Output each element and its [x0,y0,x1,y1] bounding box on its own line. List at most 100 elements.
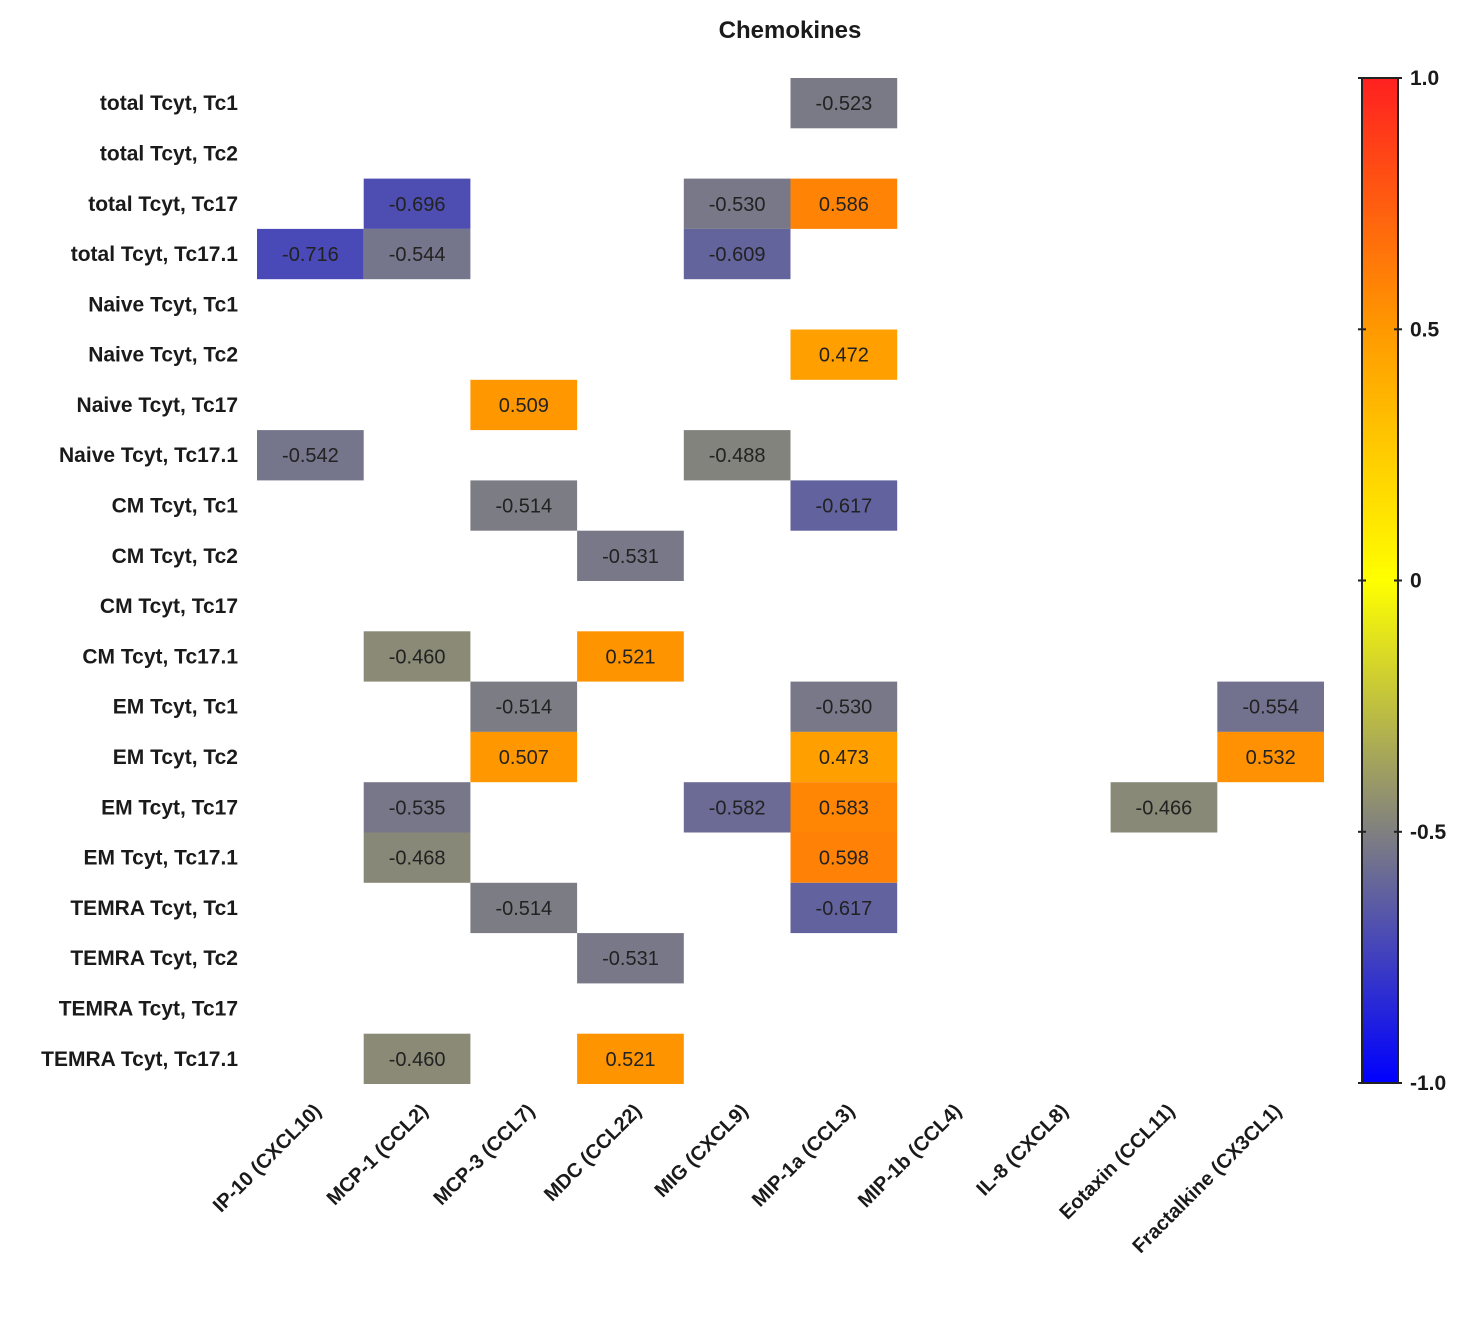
cell-value-label: -0.617 [816,496,873,518]
cell-value-label: -0.531 [602,948,659,970]
heatmap-cell [683,782,791,833]
row-label: EM Tcyt, Tc17 [101,796,238,819]
heatmap-cell [577,933,684,984]
cell-value-label: -0.530 [709,194,766,216]
heatmap-cell [363,832,471,883]
heatmap-cell [363,782,471,833]
column-label: MDC (CCL22) [540,1100,646,1206]
column-label: Eotaxin (CCL11) [1055,1100,1179,1224]
heatmap-cell [470,379,578,431]
row-label: CM Tcyt, Tc1 [112,495,239,518]
heatmap-cells: -0.523 -0.696 -0.530 0.586 -0.716 -0.544 -0.60… [257,78,1324,1084]
cell-value-label: -0.514 [495,898,552,920]
cell-value-label: -0.609 [709,244,766,266]
column-label: MIP-1a (CCL3) [748,1100,859,1211]
cell-value-label: -0.530 [816,697,873,719]
heatmap-cell [790,681,898,732]
cell-value-label: 0.507 [499,747,549,769]
row-label: TEMRA Tcyt, Tc1 [70,897,238,920]
heatmap-cell [790,782,898,833]
heatmap-cell [257,430,364,481]
row-label: total Tcyt, Tc17.1 [71,243,239,266]
cell-value-label: 0.586 [819,194,869,216]
row-label: Naive Tcyt, Tc1 [88,293,238,316]
row-label: TEMRA Tcyt, Tc2 [70,947,238,970]
heatmap-cell [790,78,898,129]
heatmap-cell [1110,782,1218,833]
colorbar-tick-label: -0.5 [1410,821,1447,844]
row-label: TEMRA Tcyt, Tc17.1 [41,1048,238,1071]
cell-value-label: -0.468 [389,848,446,870]
row-labels: total Tcyt, Tc1 total Tcyt, Tc2 total Tcyt… [41,92,238,1071]
heatmap-cell [1217,731,1324,783]
heatmap-cell [470,882,578,934]
colorbar-ticks: 1.0 0.5 0 -0.5 -1.0 [1358,67,1447,1095]
colorbar-gradient [1361,77,1399,1084]
heatmap-cell [470,731,578,783]
row-label: CM Tcyt, Tc17 [100,595,238,618]
cell-value-label: -0.523 [816,93,873,115]
cell-value-label: 0.598 [819,848,869,870]
row-label: TEMRA Tcyt, Tc17 [59,998,238,1021]
cell-value-label: -0.542 [282,445,339,467]
colorbar: 1.0 0.5 0 -0.5 -1.0 [1358,67,1447,1095]
cell-value-label: 0.473 [819,747,869,769]
row-label: CM Tcyt, Tc2 [112,545,238,568]
cell-value-label: -0.554 [1242,697,1299,719]
row-label: total Tcyt, Tc2 [100,143,238,166]
cell-value-label: 0.509 [499,395,549,417]
cell-value-label: -0.535 [389,797,446,819]
heatmap-cell [577,530,684,581]
heatmap-cell [790,329,898,380]
column-label: MIG (CXCL9) [651,1100,753,1202]
heatmap-cell [470,681,578,732]
cell-value-label: -0.460 [389,1049,446,1071]
row-label: Naive Tcyt, Tc2 [88,344,238,367]
cell-value-label: -0.544 [389,244,446,266]
cell-value-label: 0.583 [819,797,869,819]
cell-value-label: 0.472 [819,345,869,367]
colorbar-tick-label: 0.5 [1410,318,1440,341]
heatmap-cell [577,631,684,682]
cell-value-label: 0.521 [605,646,655,668]
row-label: total Tcyt, Tc17 [88,193,238,216]
column-labels: IP-10 (CXCL10)MCP-1 (CCL2)MCP-3 (CCL7) MD… [209,1100,1286,1258]
heatmap-cell [257,228,364,280]
row-label: total Tcyt, Tc1 [100,92,238,115]
heatmap-cell [683,228,791,280]
row-label: Naive Tcyt, Tc17.1 [59,444,238,467]
heatmap-cell [1217,681,1324,732]
cell-value-label: -0.531 [602,546,659,568]
heatmap-cell [683,178,791,229]
heatmap-cell [363,631,471,682]
heatmap-cell [790,832,898,883]
heatmap-cell [790,178,898,229]
column-label: IP-10 (CXCL10) [209,1100,326,1217]
row-label: EM Tcyt, Tc17.1 [84,847,239,870]
row-label: Naive Tcyt, Tc17 [77,394,238,417]
heatmap-cell [790,882,898,934]
row-label: CM Tcyt, Tc17.1 [82,645,238,668]
heatmap-cell [790,480,898,531]
cell-value-label: -0.460 [389,646,446,668]
cell-value-label: -0.582 [709,797,766,819]
cell-value-label: 0.532 [1246,747,1296,769]
cell-value-label: -0.696 [389,194,446,216]
heatmap-cell [470,480,578,531]
colorbar-tick-label: 1.0 [1410,67,1439,90]
colorbar-tick-label: 0 [1410,570,1422,593]
heatmap-cell [363,1033,471,1084]
cell-value-label: -0.488 [709,445,766,467]
cell-value-label: -0.514 [495,496,552,518]
cell-value-label: -0.514 [495,697,552,719]
row-label: EM Tcyt, Tc1 [113,696,239,719]
cell-value-label: -0.466 [1136,797,1193,819]
cell-value-label: -0.617 [816,898,873,920]
row-label: EM Tcyt, Tc2 [113,746,238,769]
chart-title: Chemokines [719,17,862,44]
heatmap-cell [363,228,471,280]
heatmap-cell [363,178,471,229]
heatmap-cell [683,430,791,481]
heatmap-cell [577,1033,684,1084]
